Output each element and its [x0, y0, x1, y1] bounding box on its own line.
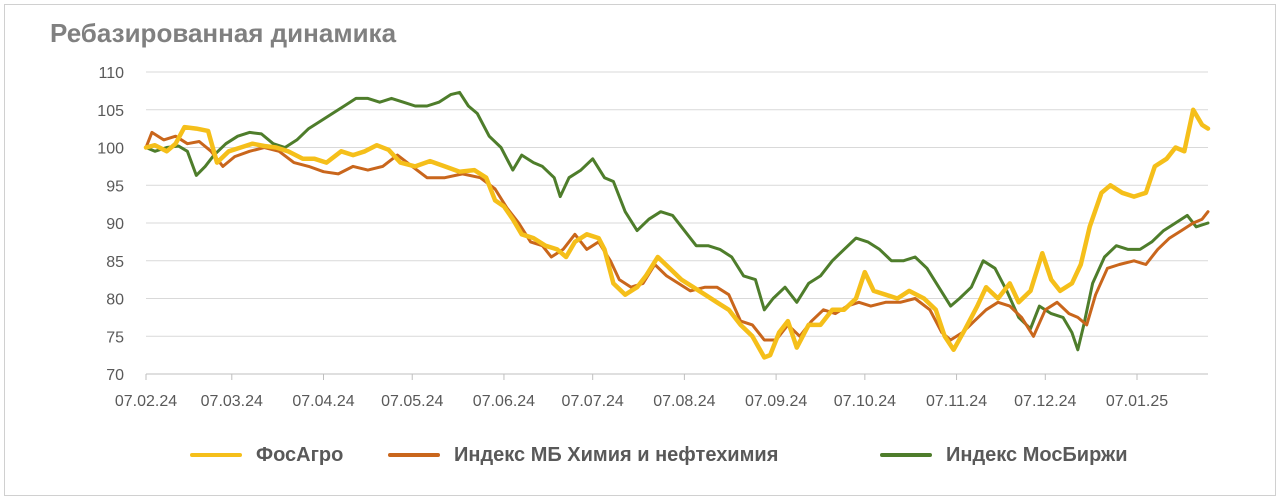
legend-item-chemistry-index: Индекс МБ Химия и нефтехимия	[388, 440, 778, 470]
y-tick-label-95: 95	[106, 178, 124, 195]
series-line-phosagro	[143, 107, 1211, 360]
x-tick-label-1: 07.03.24	[201, 393, 263, 410]
x-tick-label-11: 07.01.25	[1106, 393, 1168, 410]
gridlines	[146, 71, 1208, 337]
y-tick-label-110: 110	[98, 65, 124, 82]
x-tick-label-2: 07.04.24	[292, 393, 354, 410]
x-tick-label-3: 07.05.24	[381, 393, 443, 410]
y-axis-tick-labels: 70 75 80 85 90 95 100 105 110	[97, 65, 124, 384]
chart-frame	[4, 4, 1276, 496]
legend-swatch-chemistry-index	[388, 453, 440, 457]
x-tick-label-5: 07.07.24	[562, 393, 624, 410]
y-tick-label-85: 85	[106, 254, 124, 271]
series-lines	[143, 90, 1211, 360]
series-line-moex-index	[144, 90, 1210, 352]
x-axis: 07.02.24 07.03.24 07.04.24 07.05.24 07.06.24…	[115, 373, 1208, 410]
chart-title: Ребазированная динамика	[50, 18, 397, 48]
legend-label-phosagro: ФосАгро	[256, 443, 344, 466]
legend: ФосАгро Индекс МБ Химия и нефтехимия Инд…	[0, 440, 1280, 470]
legend-label-moex-index: Индекс МосБиржи	[946, 443, 1128, 466]
series-line-chemistry-index	[144, 130, 1210, 342]
y-tick-label-90: 90	[106, 216, 124, 233]
y-tick-label-80: 80	[106, 292, 124, 309]
legend-item-phosagro: ФосАгро	[190, 440, 343, 470]
x-tick-label-7: 07.09.24	[745, 393, 807, 410]
y-tick-label-70: 70	[106, 367, 124, 384]
y-tick-label-105: 105	[97, 103, 124, 120]
y-tick-label-100: 100	[97, 141, 124, 158]
x-tick-label-4: 07.06.24	[473, 393, 535, 410]
legend-label-chemistry-index: Индекс МБ Химия и нефтехимия	[454, 443, 779, 466]
legend-item-moex-index: Индекс МосБиржи	[880, 440, 1128, 470]
x-tick-label-9: 07.11.24	[926, 393, 987, 410]
x-tick-label-10: 07.12.24	[1014, 393, 1076, 410]
legend-swatch-phosagro	[190, 453, 242, 457]
x-tick-label-8: 07.10.24	[834, 393, 896, 410]
legend-swatch-moex-index	[880, 453, 932, 457]
x-tick-label-0: 07.02.24	[115, 393, 177, 410]
y-tick-label-75: 75	[106, 329, 124, 346]
x-tick-label-6: 07.08.24	[653, 393, 715, 410]
